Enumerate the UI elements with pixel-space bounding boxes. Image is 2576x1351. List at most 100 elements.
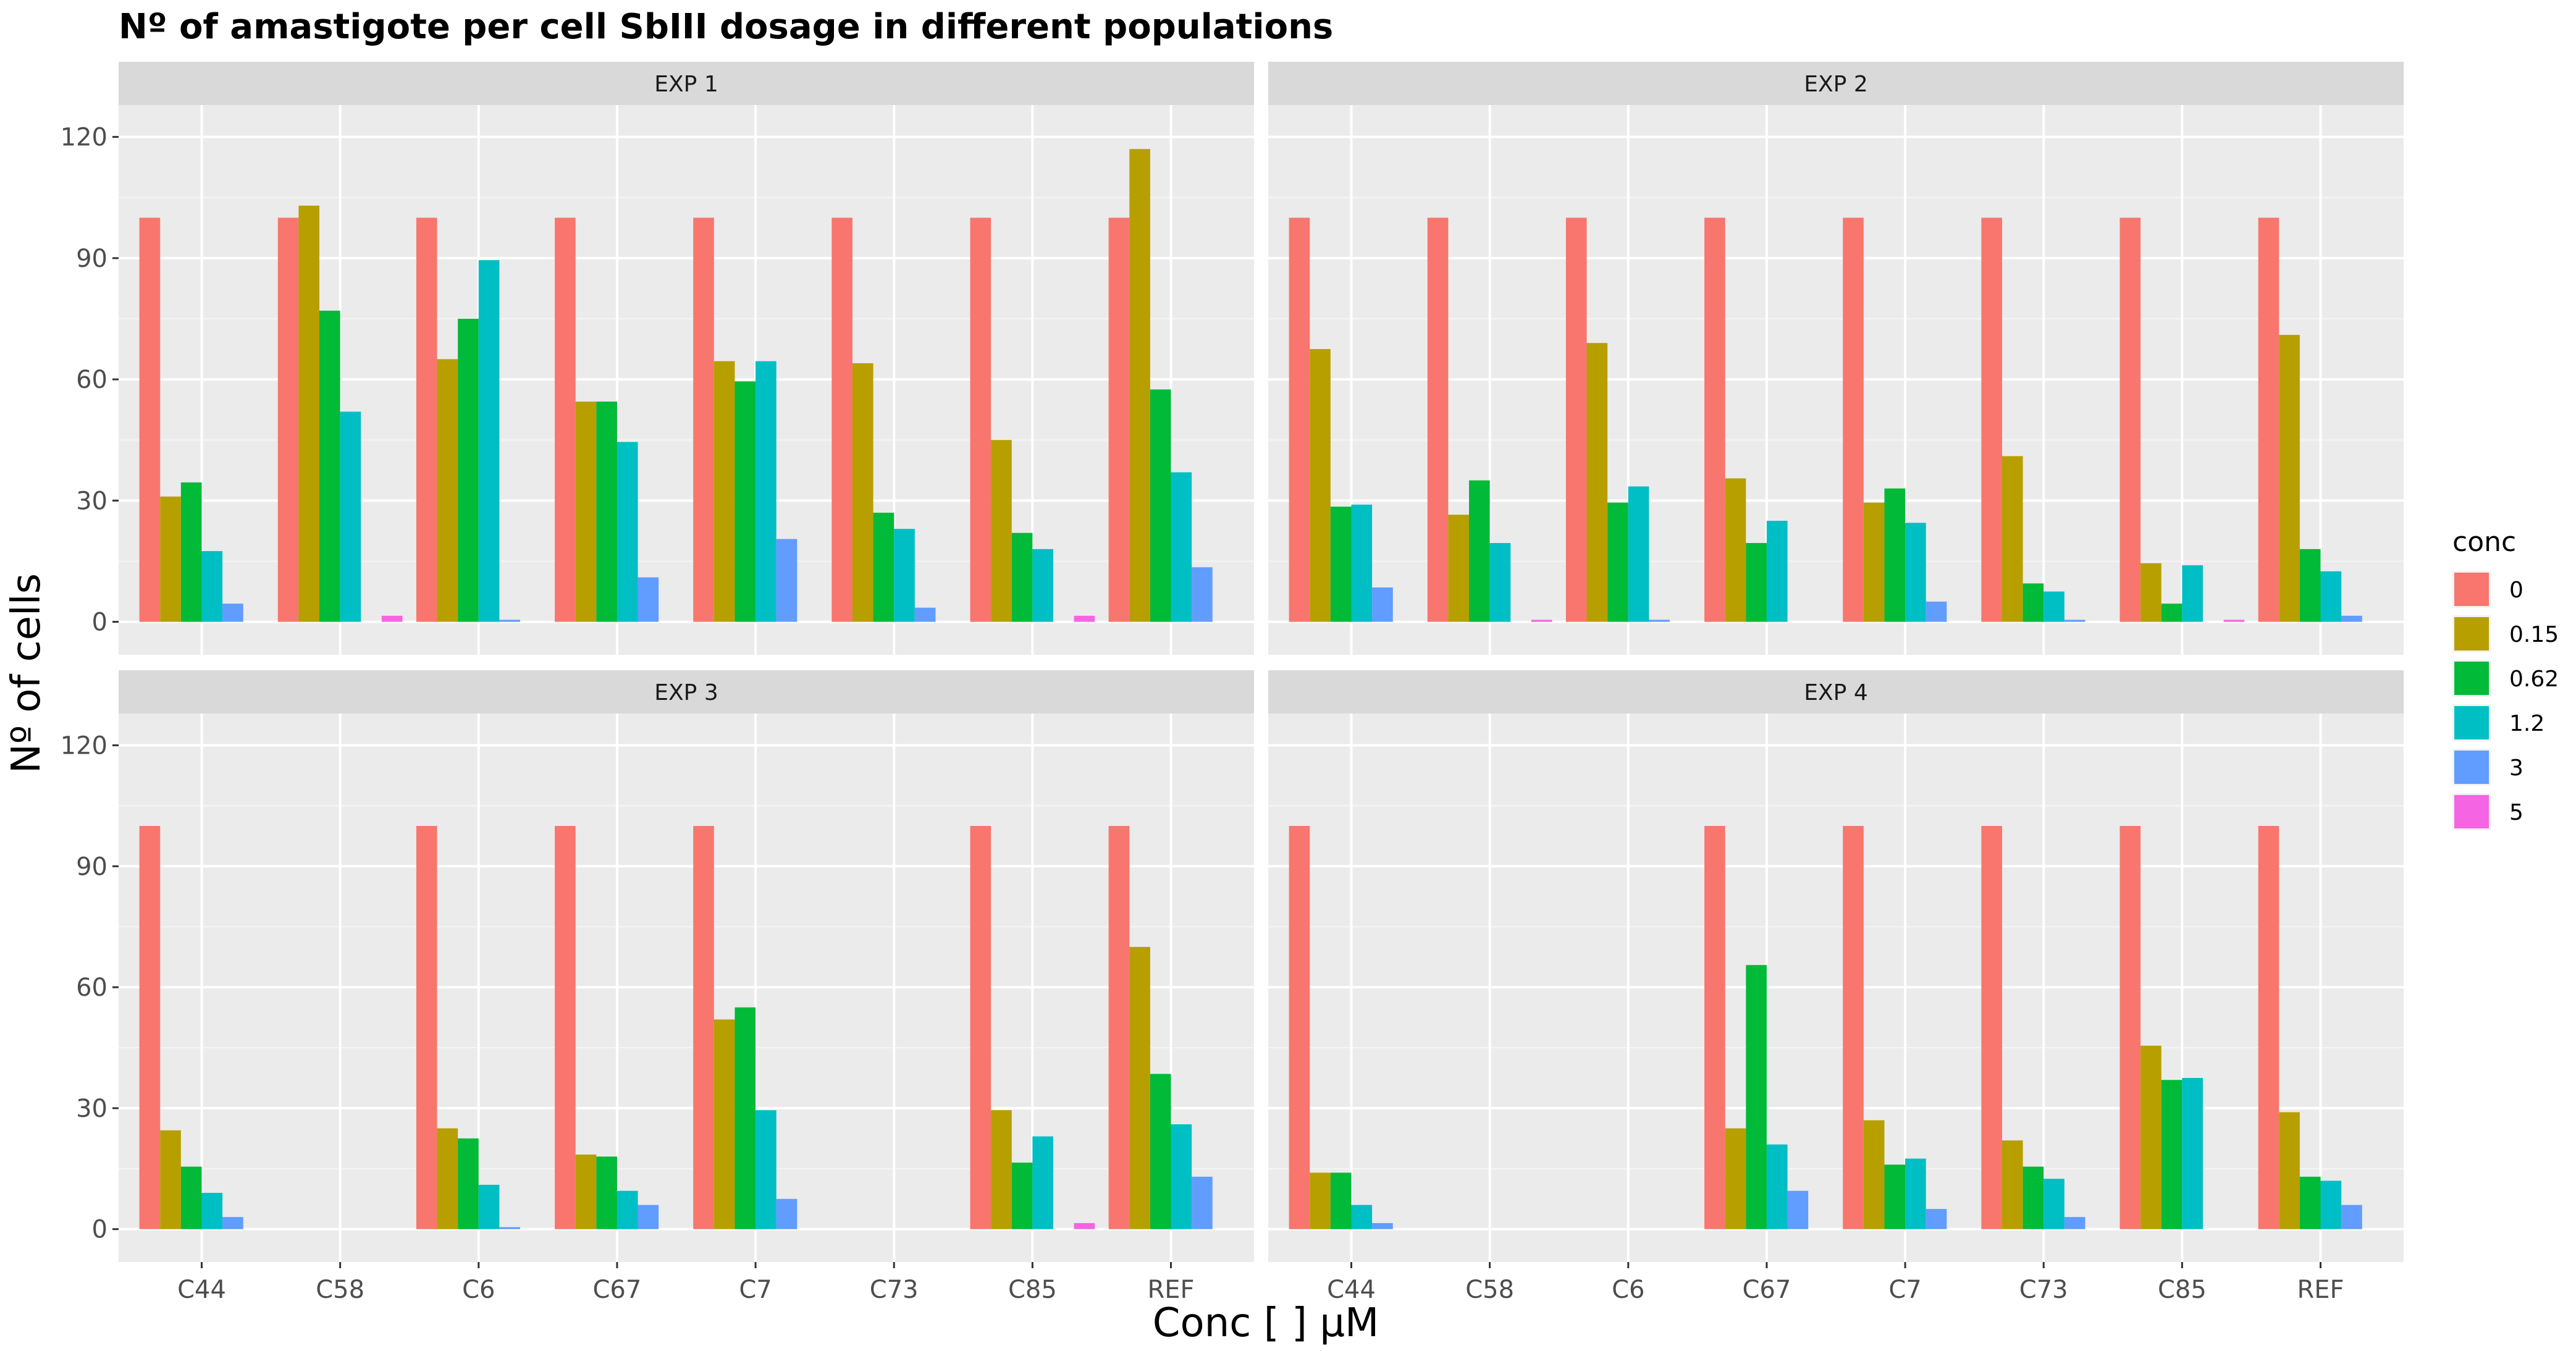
y-tick-label: 30 [76,1095,107,1123]
legend-swatch [2454,662,2489,695]
x-tick-label: C44 [1327,1276,1376,1304]
bar-c85-conc-5 [1074,1223,1095,1229]
bar-ref-conc-1_2 [1171,472,1192,622]
bar-c73-conc-1_2 [894,529,915,622]
x-tick-label: C73 [870,1276,919,1304]
bar-c67-conc-0_15 [1725,1128,1746,1229]
bar-c44-conc-0_62 [1330,1172,1352,1229]
bar-c44-conc-0 [1289,217,1310,622]
y-tick-label: 60 [76,366,107,394]
bar-c7-conc-3 [1926,1209,1947,1229]
x-tick-label: C58 [1465,1276,1514,1304]
bar-c67-conc-0 [1704,826,1725,1229]
bar-c67-conc-3 [638,577,659,622]
bar-ref-conc-0 [2258,217,2279,622]
bar-c6-conc-0_15 [437,359,458,622]
bar-c44-conc-0_15 [160,496,181,622]
bar-c6-conc-0_62 [1607,502,1628,622]
bar-c7-conc-1_2 [756,361,777,622]
bar-c85-conc-0_62 [1011,1163,1033,1229]
bar-ref-conc-0_62 [1150,389,1171,622]
bar-c67-conc-1_2 [617,442,638,622]
bar-ref-conc-0_15 [1129,946,1150,1229]
facet-strip [119,670,1254,713]
bar-c7-conc-0_15 [1863,502,1885,622]
facet-strip [119,62,1254,105]
bar-c6-conc-1_2 [478,1184,500,1229]
bar-c85-conc-5 [1074,615,1095,622]
bar-c44-conc-3 [1372,1223,1393,1229]
bar-c73-conc-0_62 [2022,583,2044,622]
bar-c7-conc-3 [776,1198,798,1229]
bar-ref-conc-1_2 [1171,1124,1192,1229]
bar-c6-conc-0 [416,217,437,622]
bar-c7-conc-0 [1843,217,1864,622]
legend-swatch [2454,706,2489,739]
bar-c58-conc-0_62 [319,310,340,622]
bar-c73-conc-0_62 [2022,1166,2044,1229]
bar-c7-conc-0_62 [1884,1164,1906,1229]
y-tick-label: 30 [76,487,107,515]
x-tick-label: C85 [1008,1276,1057,1304]
legend-title: conc [2452,526,2516,558]
bar-c58-conc-0 [1427,217,1449,622]
panel-exp-4: EXP 4 [1268,670,2404,1262]
bar-c67-conc-0 [555,826,576,1229]
bar-c58-conc-5 [381,615,403,622]
x-tick-label: C7 [739,1276,772,1304]
y-tick-label: 90 [76,245,107,273]
x-tick-label: C6 [1612,1276,1644,1304]
x-axis-title: Conc [ ] µM [1153,1300,1379,1346]
bar-c67-conc-1_2 [1766,1144,1788,1229]
facet-strip-label: EXP 4 [1804,680,1867,705]
bar-c73-conc-3 [914,607,936,622]
bar-c67-conc-0 [555,217,576,622]
bar-c44-conc-0 [1289,826,1310,1229]
bar-c7-conc-0_62 [1884,488,1906,622]
bar-c58-conc-5 [1531,620,1552,622]
bar-c73-conc-1_2 [2044,1179,2065,1229]
bar-ref-conc-3 [1192,567,1213,622]
bar-c44-conc-1_2 [201,551,223,622]
bar-c6-conc-0_62 [458,318,479,622]
y-tick-label: 90 [76,852,107,881]
bar-c44-conc-1_2 [1351,1205,1373,1229]
bar-c44-conc-1_2 [201,1192,223,1229]
bar-c85-conc-0_15 [2140,563,2161,622]
panel-exp-3: EXP 3 [119,670,1254,1262]
bar-c7-conc-1_2 [756,1110,777,1229]
legend-label: 0.15 [2509,622,2559,647]
facet-strip-label: EXP 1 [654,72,718,97]
x-tick-label: REF [1147,1276,1194,1304]
bar-c6-conc-0_15 [1586,343,1608,622]
y-tick-label: 60 [76,974,107,1002]
bar-c85-conc-5 [2223,620,2245,622]
legend-label: 3 [2509,755,2523,781]
bar-c73-conc-0 [831,217,852,622]
bar-c6-conc-0_15 [437,1128,458,1229]
y-tick-label: 120 [61,124,107,152]
bar-c7-conc-0 [1843,826,1864,1229]
bar-c85-conc-0 [970,217,991,622]
bar-c6-conc-3 [499,1227,521,1229]
legend-label: 5 [2509,800,2523,825]
bar-ref-conc-0 [1108,826,1130,1229]
bar-c85-conc-0_15 [991,1110,1012,1229]
panels-layer: EXP 1 EXP 2 EXP 3 EXP 4 [119,62,2404,1262]
bar-c85-conc-1_2 [1032,1136,1053,1229]
bar-c58-conc-0_62 [1469,480,1490,622]
y-axis-tick-labels: 0 30 60 90 120 0 30 60 90 120 [61,124,119,1244]
bar-ref-conc-0_15 [2279,1112,2300,1229]
bar-c67-conc-0_62 [596,1156,617,1229]
bar-c44-conc-0_62 [1330,507,1352,622]
x-tick-label: C73 [2019,1276,2068,1304]
x-axis-tick-labels: C44 C58 C6 C67 C7 C73 C85 REF C44 C58 C6 C67 C7 C73 C8… [177,1262,2344,1304]
bar-c7-conc-0 [693,217,714,622]
bar-c58-conc-0 [277,217,299,622]
bar-c73-conc-0_15 [2001,1140,2023,1229]
legend-swatch [2454,617,2489,650]
legend: conc 0 0.15 0.62 1.2 3 5 [2452,526,2559,830]
bar-ref-conc-0_15 [1129,149,1150,622]
bar-c7-conc-1_2 [1905,1158,1926,1229]
